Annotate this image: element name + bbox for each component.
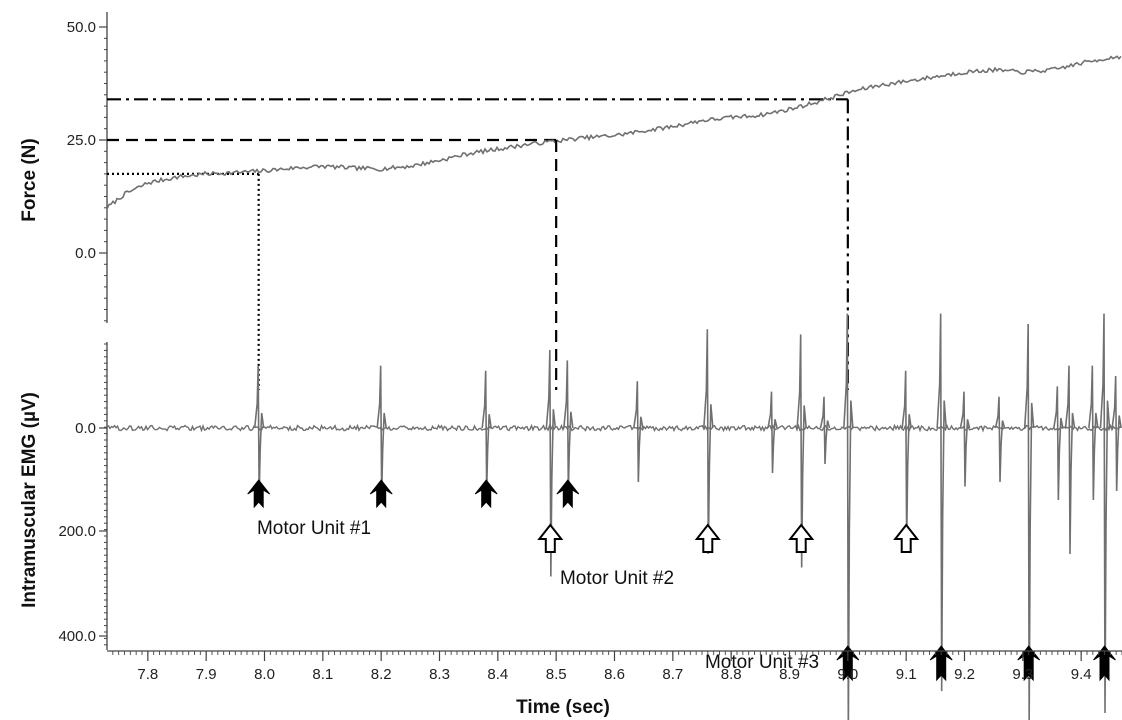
motor-unit-arrow: [893, 523, 920, 553]
force-y-axis: 0.0 25.0 50.0: [67, 12, 108, 323]
motor-unit-arrow: [694, 523, 721, 553]
force-y-tick-label: 50.0: [67, 19, 96, 36]
emg-spike: [959, 391, 971, 487]
emg-spike: [767, 391, 778, 474]
x-tick-label: 9.4: [1071, 666, 1092, 683]
x-tick-label: 9.1: [896, 666, 917, 683]
emg-spike: [481, 370, 492, 492]
x-tick-label: 8.3: [429, 666, 450, 683]
emg-y-tick-label: 200.0: [58, 523, 96, 540]
x-tick-label: 9.2: [954, 666, 975, 683]
emg-baseline: [106, 423, 1122, 433]
motor-unit-arrow: [537, 523, 564, 553]
x-tick-label: 7.8: [137, 666, 158, 683]
x-tick-label: 7.9: [196, 666, 217, 683]
emg-spike: [633, 381, 644, 483]
emg-spike: [1099, 313, 1111, 714]
emg-spike: [843, 313, 854, 720]
x-tick-label: 8.0: [254, 666, 275, 683]
emg-spike: [936, 313, 947, 692]
emg-spike: [545, 349, 557, 577]
emg-spike: [901, 370, 912, 546]
emg-y-axis: 0.0 200.0 400.0: [58, 342, 108, 650]
x-tick-label: 8.1: [312, 666, 333, 683]
emg-spike: [376, 365, 387, 496]
force-trace: [106, 55, 1122, 210]
x-tick-label: 9.3: [1012, 666, 1033, 683]
force-panel: Force (N) 0.0 25.0 50.0: [19, 12, 1122, 323]
x-tick-label: 8.7: [662, 666, 683, 683]
motor-unit-label: Motor Unit #2: [560, 568, 674, 589]
emg-spike: [563, 360, 574, 492]
force-axis-title: Force (N): [19, 138, 40, 221]
emg-spike: [994, 396, 1006, 483]
emg-spike: [1053, 386, 1064, 501]
emg-spike: [1023, 323, 1035, 720]
emg-spike: [1064, 365, 1076, 555]
motor-unit-arrow: [474, 479, 498, 509]
emg-reference-lines: [257, 99, 849, 390]
x-axis: 7.8 7.9 8.0 8.1 8.2 8.3 8.4 8.5 8.6 8.7 8.8 8.9 9.0 9…: [107, 650, 1122, 683]
motor-unit-arrow: [369, 479, 393, 509]
motor-unit-arrow: [247, 479, 271, 509]
emg-spike: [1111, 375, 1122, 492]
emg-spike: [819, 396, 831, 465]
x-tick-label: 8.5: [546, 666, 567, 683]
emg-y-tick-label: 400.0: [58, 628, 96, 645]
emg-trace: [106, 313, 1122, 720]
force-reference-lines: [107, 98, 848, 175]
emg-axis-title: Intramuscular EMG (µV): [19, 392, 40, 608]
force-line: [106, 55, 1122, 210]
force-y-tick-label: 0.0: [75, 245, 96, 262]
motor-unit-arrow: [788, 523, 815, 553]
motor-unit-label: Motor Unit #3: [705, 652, 819, 673]
x-tick-label: 8.9: [779, 666, 800, 683]
x-tick-label: 8.4: [487, 666, 508, 683]
motor-unit-labels: Motor Unit #1 Motor Unit #2 Motor Unit #3: [257, 518, 819, 673]
x-tick-label: 8.2: [371, 666, 392, 683]
x-tick-label: 8.6: [604, 666, 625, 683]
x-tick-label: 8.8: [721, 666, 742, 683]
force-y-tick-label: 25.0: [67, 132, 96, 149]
x-axis-title: Time (sec): [516, 697, 610, 718]
emg-panel: Intramuscular EMG (µV) 0.0 200.0 400.0 Mot…: [19, 99, 1122, 720]
motor-unit-arrows: [247, 479, 1116, 682]
emg-spike: [703, 329, 714, 555]
emg-y-tick-label: 0.0: [75, 420, 96, 437]
motor-unit-label: Motor Unit #1: [257, 518, 371, 539]
motor-unit-arrow: [556, 479, 580, 509]
emg-spike: [796, 334, 807, 568]
x-tick-label: 9.0: [837, 666, 858, 683]
emg-spike: [1088, 365, 1099, 501]
